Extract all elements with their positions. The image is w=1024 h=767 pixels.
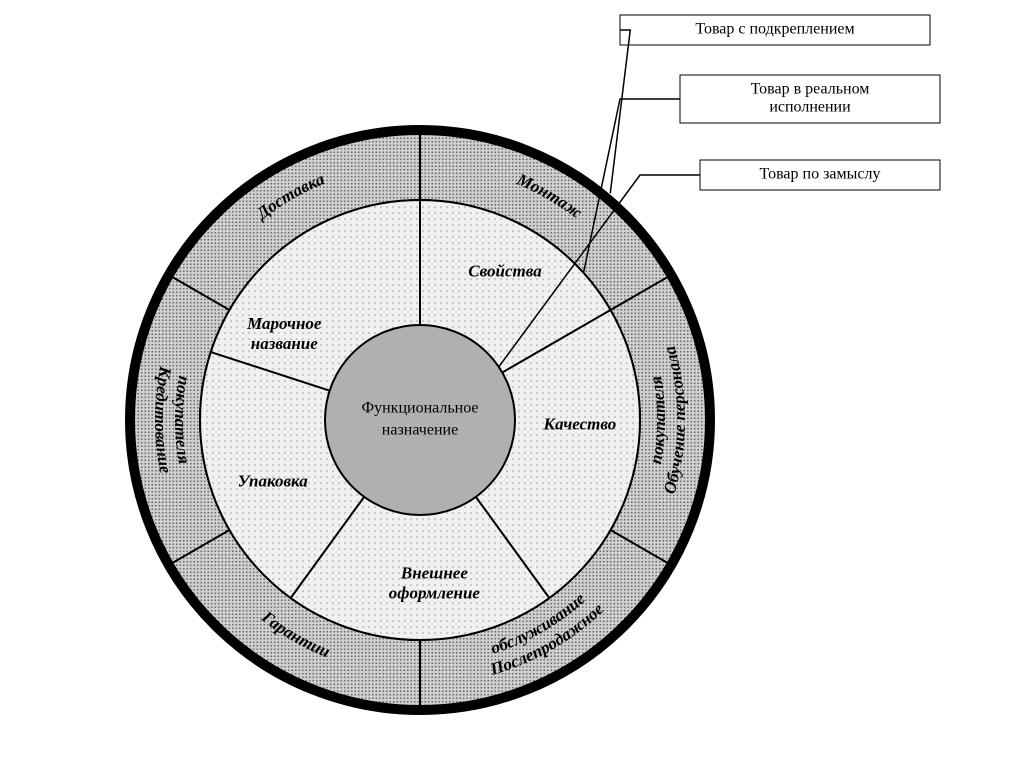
callout-label: Товар с подкреплением — [695, 21, 854, 38]
middle-segment-label: Свойства — [468, 262, 542, 281]
callout-label: Товар в реальном — [751, 81, 870, 98]
center-circle — [325, 325, 515, 515]
callout-label: Товар по замыслу — [760, 166, 881, 183]
middle-segment-label: Упаковка — [238, 471, 309, 490]
product-levels-diagram: МонтажДоставкаКредитованиепокупателяГара… — [0, 0, 1024, 767]
callout-label: исполнении — [769, 99, 851, 116]
middle-segment-label: оформление — [389, 583, 481, 602]
center-label: назначение — [382, 422, 458, 439]
middle-segment-label: Марочное — [246, 314, 322, 333]
center-label: Функциональное — [361, 400, 478, 417]
middle-segment-label: название — [251, 334, 318, 353]
middle-segment-label: Внешнее — [400, 563, 468, 582]
middle-segment-label: Качество — [543, 414, 617, 433]
